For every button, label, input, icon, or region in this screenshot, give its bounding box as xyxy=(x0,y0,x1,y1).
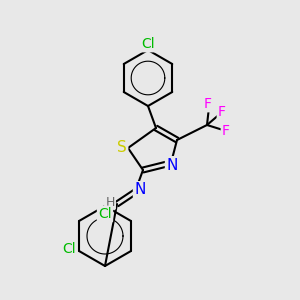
Text: Cl: Cl xyxy=(141,37,155,51)
Text: N: N xyxy=(166,158,178,172)
Text: Cl: Cl xyxy=(62,242,76,256)
Text: F: F xyxy=(218,105,226,119)
Text: F: F xyxy=(222,124,230,138)
Text: N: N xyxy=(134,182,146,197)
Text: H: H xyxy=(105,196,115,208)
Text: Cl: Cl xyxy=(98,207,112,221)
Text: F: F xyxy=(204,97,212,111)
Text: S: S xyxy=(117,140,127,155)
